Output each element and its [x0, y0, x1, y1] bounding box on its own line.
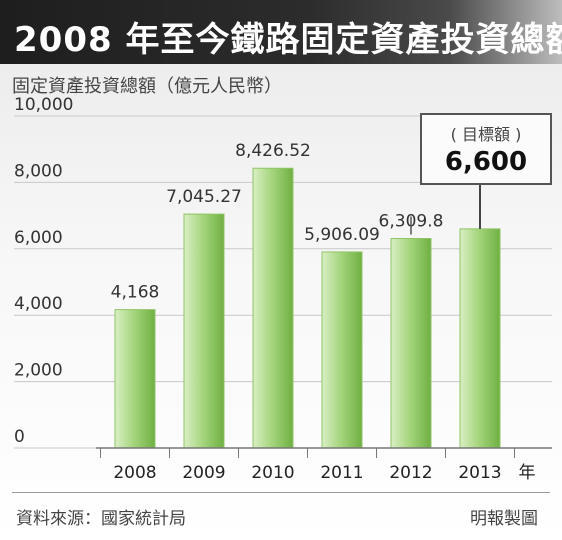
bar-2012: [390, 238, 432, 449]
footer-divider: [12, 492, 550, 493]
x-tick-label: 2012: [389, 463, 432, 483]
y-tick-label: 0: [14, 427, 25, 447]
bar-2010: [252, 167, 294, 449]
y-tick-label: 6,000: [14, 228, 63, 248]
value-label-2008: 4,168: [111, 283, 160, 303]
value-label-2009: 7,045.27: [166, 187, 242, 207]
target-label: ( 目標額 ): [450, 125, 522, 144]
bar-2009: [183, 213, 225, 449]
credit-note: 明報製圖: [470, 509, 538, 529]
value-label-2011: 5,906.09: [304, 225, 380, 245]
y-tick-label: 4,000: [14, 294, 63, 314]
unit-label: 固定資產投資總額（億元人民幣）: [12, 76, 282, 97]
y-tick-label: 10,000: [14, 95, 73, 115]
bar-2008: [114, 309, 156, 449]
x-axis: 2008 2009 2010 2011 2012 2013 年: [96, 447, 552, 483]
x-tick-label: 2010: [251, 463, 294, 483]
y-tick-label: 2,000: [14, 361, 63, 381]
x-tick-label: 2013: [458, 463, 501, 483]
x-tick-label: 2009: [182, 463, 225, 483]
target-callout: ( 目標額 ) 6,600: [420, 113, 552, 185]
source-note: 資料來源：國家統計局: [16, 509, 186, 529]
bars: [114, 167, 501, 449]
bar-2011: [321, 251, 363, 449]
bar-2013: [459, 228, 501, 449]
title-bar: 2008 年至今鐵路固定資產投資總額: [0, 0, 562, 64]
target-value: 6,600: [444, 147, 528, 177]
y-axis-ticks: 0 2,000 4,000 6,000 8,000 10,000: [14, 95, 73, 447]
y-tick-label: 8,000: [14, 161, 63, 181]
x-axis-label: 年: [519, 463, 536, 483]
x-tick-label: 2011: [320, 463, 363, 483]
chart-title: 2008 年至今鐵路固定資產投資總額: [14, 20, 562, 60]
value-label-2010: 8,426.52: [235, 141, 311, 161]
x-tick-label: 2008: [113, 463, 156, 483]
